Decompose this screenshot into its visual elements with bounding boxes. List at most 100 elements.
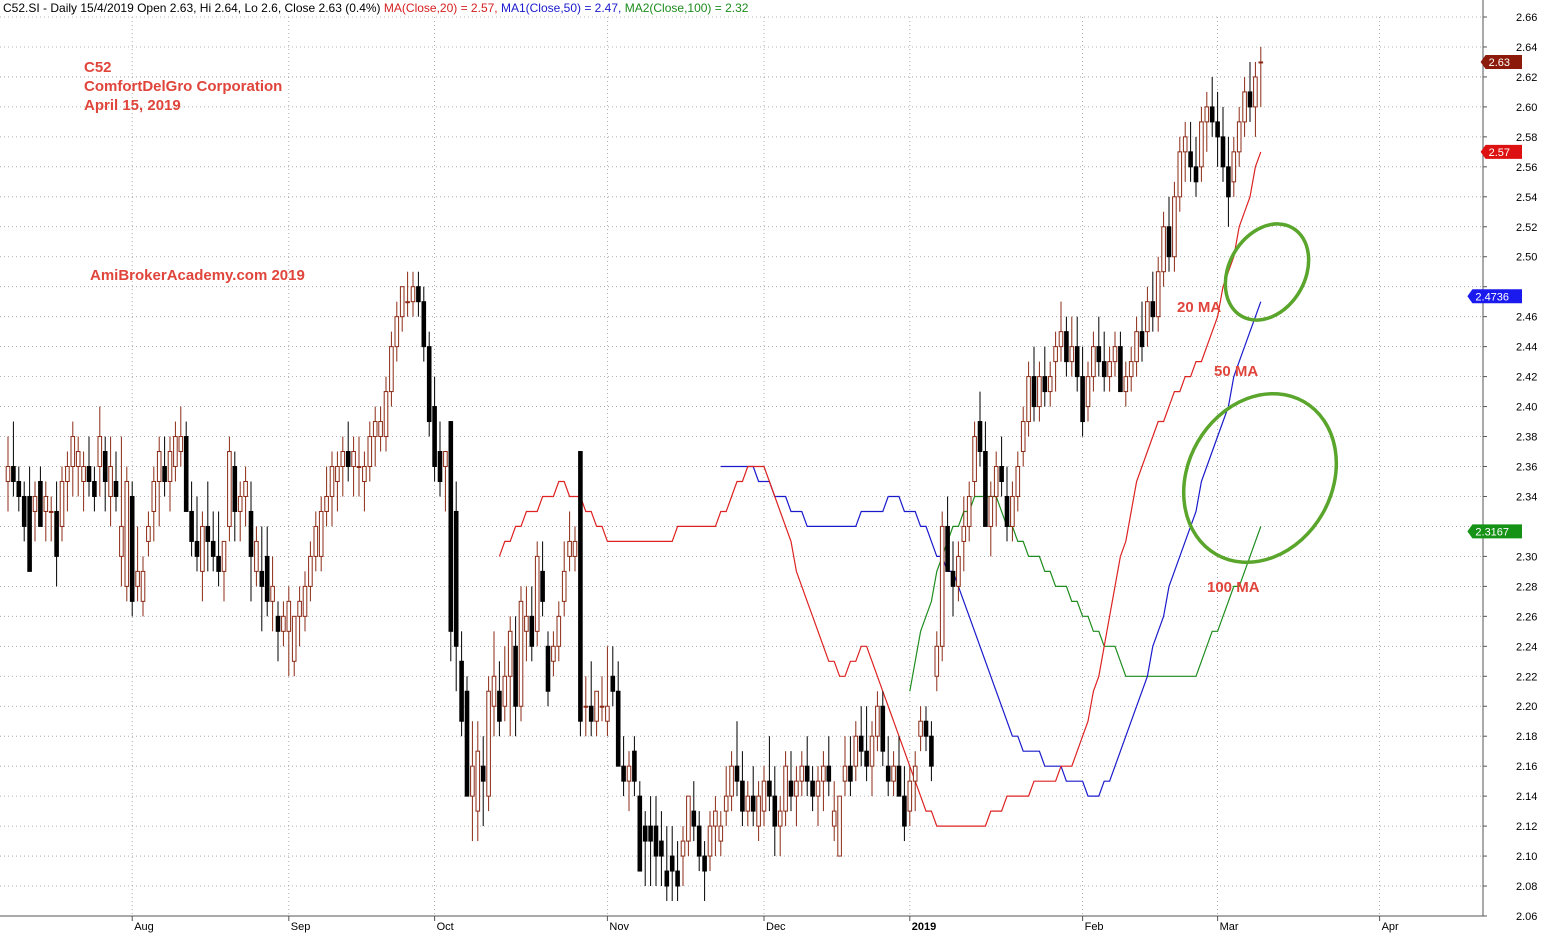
candle bbox=[21, 481, 27, 542]
candle-body bbox=[356, 466, 362, 468]
candle bbox=[1209, 76, 1215, 137]
candle bbox=[497, 661, 502, 737]
candle-body bbox=[32, 495, 38, 512]
candle bbox=[524, 586, 529, 662]
candle-body bbox=[956, 555, 961, 587]
price-tick-label: 2.56 bbox=[1516, 162, 1537, 174]
candle-body bbox=[945, 525, 950, 572]
candle bbox=[772, 766, 778, 857]
candle-body bbox=[1058, 331, 1064, 348]
candle-body bbox=[302, 585, 308, 617]
candle bbox=[308, 541, 313, 602]
candle-body bbox=[1128, 361, 1134, 378]
candle-body bbox=[966, 495, 972, 527]
date-tick-label: Sep bbox=[291, 921, 311, 933]
candle-body bbox=[918, 720, 923, 737]
candle bbox=[129, 481, 135, 617]
candle bbox=[642, 811, 648, 887]
candle-body bbox=[183, 436, 189, 512]
candle bbox=[227, 436, 232, 542]
candle-body bbox=[686, 795, 691, 842]
candle bbox=[335, 451, 340, 512]
candle bbox=[167, 436, 173, 512]
candle bbox=[194, 496, 200, 572]
candle-body bbox=[1101, 361, 1107, 378]
candle bbox=[1053, 331, 1058, 392]
candle-body bbox=[486, 690, 491, 797]
candle-body bbox=[16, 480, 22, 497]
candle bbox=[70, 421, 76, 497]
candle-body bbox=[950, 570, 956, 587]
candle bbox=[432, 376, 437, 482]
candle-body bbox=[556, 615, 562, 647]
price-tick-label: 2.62 bbox=[1516, 72, 1537, 84]
candle bbox=[885, 736, 891, 797]
candle bbox=[983, 421, 988, 527]
candle-body bbox=[1004, 495, 1010, 527]
candle-body bbox=[891, 765, 896, 782]
ma20-badge-text: 2.57 bbox=[1489, 147, 1510, 159]
candle bbox=[1242, 76, 1247, 137]
candle-body bbox=[794, 780, 799, 797]
candle-body bbox=[394, 316, 400, 348]
candle bbox=[1172, 181, 1177, 272]
candle-body bbox=[902, 795, 907, 827]
candle-body bbox=[156, 451, 162, 482]
candle-body bbox=[610, 675, 616, 692]
candle-body bbox=[1015, 466, 1021, 497]
candle bbox=[1188, 121, 1193, 182]
candle bbox=[826, 736, 832, 797]
price-tick-label: 2.38 bbox=[1516, 432, 1537, 444]
candle-body bbox=[200, 525, 205, 572]
date-tick-label: Feb bbox=[1085, 921, 1104, 933]
candle bbox=[297, 586, 302, 647]
candle bbox=[988, 481, 994, 557]
candle bbox=[264, 526, 270, 617]
candle-body bbox=[1150, 301, 1156, 318]
candle-body bbox=[86, 466, 92, 482]
price-tick-label: 2.26 bbox=[1516, 611, 1537, 623]
candle-body bbox=[594, 690, 599, 722]
candle-body bbox=[729, 765, 734, 797]
candle bbox=[362, 451, 367, 512]
candle bbox=[745, 781, 751, 827]
candle-body bbox=[524, 615, 529, 632]
candle-body bbox=[1080, 376, 1085, 423]
candle bbox=[864, 706, 869, 782]
candle bbox=[1139, 301, 1145, 362]
candle-body bbox=[497, 690, 502, 722]
candle bbox=[799, 751, 805, 797]
candle bbox=[578, 451, 583, 737]
candle bbox=[1253, 61, 1258, 137]
price-tick-label: 2.16 bbox=[1516, 761, 1537, 773]
ma20-badge-box bbox=[1480, 144, 1522, 159]
candle bbox=[65, 451, 70, 512]
candle-body bbox=[362, 466, 367, 482]
candle-body bbox=[1188, 151, 1193, 168]
candle bbox=[912, 751, 918, 812]
candle bbox=[1118, 331, 1123, 393]
candle bbox=[1236, 106, 1242, 167]
candle-body bbox=[1236, 121, 1242, 153]
candle bbox=[1004, 466, 1010, 542]
candle-body bbox=[723, 795, 729, 812]
candle bbox=[302, 571, 308, 632]
candle bbox=[1145, 286, 1150, 347]
candle-body bbox=[837, 795, 842, 857]
candle-body bbox=[621, 765, 626, 782]
candle-body bbox=[1020, 421, 1026, 453]
candle bbox=[929, 721, 934, 782]
ticker-label: C52 bbox=[84, 59, 112, 76]
price-tick-label: 2.44 bbox=[1516, 342, 1537, 354]
ma100-badge: 2.3167 bbox=[1467, 524, 1522, 539]
candle-body bbox=[97, 436, 103, 467]
candle-body bbox=[416, 286, 421, 303]
candle bbox=[1123, 361, 1129, 407]
candle bbox=[237, 481, 243, 542]
candle-body bbox=[1242, 91, 1247, 123]
candle-body bbox=[426, 346, 432, 423]
candle-body bbox=[864, 750, 869, 767]
price-tick-label: 2.22 bbox=[1516, 671, 1537, 683]
candle bbox=[437, 421, 443, 497]
price-tick-label: 2.34 bbox=[1516, 491, 1537, 503]
